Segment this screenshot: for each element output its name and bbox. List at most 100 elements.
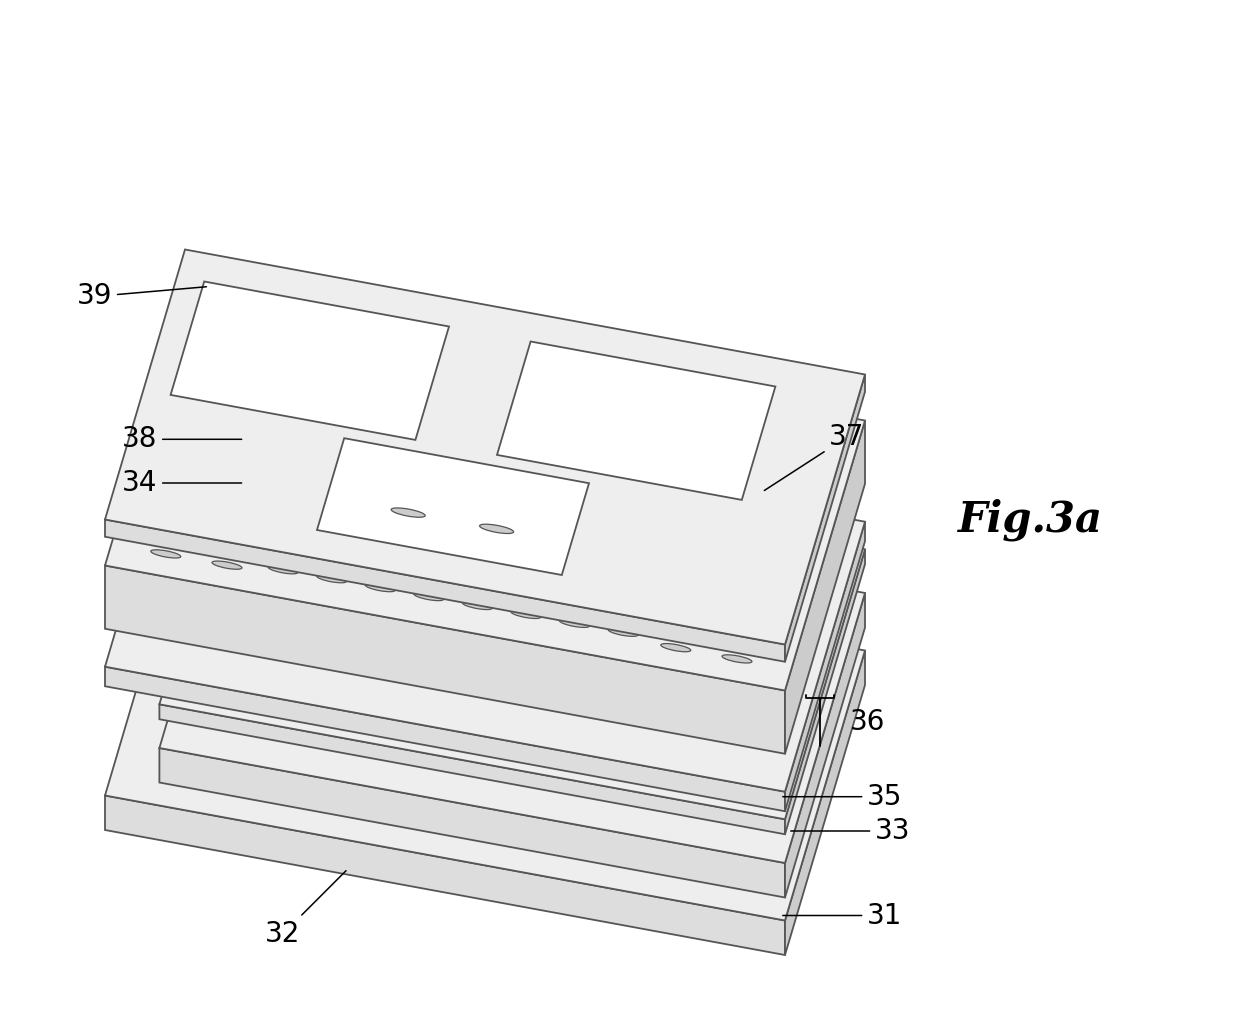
Ellipse shape xyxy=(490,774,525,783)
Ellipse shape xyxy=(321,393,347,401)
Ellipse shape xyxy=(212,561,242,570)
Ellipse shape xyxy=(449,646,482,655)
Ellipse shape xyxy=(776,474,806,482)
Ellipse shape xyxy=(526,385,557,393)
Ellipse shape xyxy=(246,448,275,456)
Polygon shape xyxy=(211,522,361,572)
Ellipse shape xyxy=(646,801,680,811)
Ellipse shape xyxy=(281,648,315,657)
Ellipse shape xyxy=(474,553,507,563)
Ellipse shape xyxy=(629,582,662,591)
Ellipse shape xyxy=(218,323,248,332)
Ellipse shape xyxy=(682,679,715,688)
Ellipse shape xyxy=(632,427,660,436)
Ellipse shape xyxy=(526,659,560,668)
Ellipse shape xyxy=(708,485,738,493)
Ellipse shape xyxy=(512,565,539,573)
Ellipse shape xyxy=(568,787,601,796)
Ellipse shape xyxy=(694,638,728,647)
Ellipse shape xyxy=(538,609,573,618)
Ellipse shape xyxy=(539,617,573,627)
Polygon shape xyxy=(331,409,652,580)
Ellipse shape xyxy=(554,843,588,852)
Ellipse shape xyxy=(198,391,228,400)
Ellipse shape xyxy=(269,689,303,698)
Ellipse shape xyxy=(480,400,507,407)
Ellipse shape xyxy=(771,652,806,661)
Polygon shape xyxy=(317,438,589,575)
Ellipse shape xyxy=(226,516,255,524)
Ellipse shape xyxy=(748,733,781,744)
Ellipse shape xyxy=(435,551,463,558)
Ellipse shape xyxy=(476,828,511,837)
Ellipse shape xyxy=(580,747,614,756)
Polygon shape xyxy=(497,342,775,500)
Ellipse shape xyxy=(413,759,446,768)
Polygon shape xyxy=(785,375,866,661)
Ellipse shape xyxy=(203,633,238,643)
Ellipse shape xyxy=(239,471,269,479)
Ellipse shape xyxy=(316,575,346,583)
Ellipse shape xyxy=(241,511,274,520)
Ellipse shape xyxy=(412,771,445,781)
Text: 36: 36 xyxy=(849,709,885,736)
Polygon shape xyxy=(105,525,866,921)
Ellipse shape xyxy=(480,524,513,534)
Ellipse shape xyxy=(557,414,584,421)
Ellipse shape xyxy=(317,525,352,535)
Polygon shape xyxy=(785,549,866,834)
Ellipse shape xyxy=(232,493,262,502)
Ellipse shape xyxy=(211,346,242,354)
Ellipse shape xyxy=(670,730,703,740)
Ellipse shape xyxy=(352,558,379,565)
Ellipse shape xyxy=(396,540,429,549)
Ellipse shape xyxy=(501,744,536,753)
Ellipse shape xyxy=(273,357,303,365)
Ellipse shape xyxy=(436,687,470,696)
Ellipse shape xyxy=(164,505,195,513)
Ellipse shape xyxy=(253,425,283,434)
Ellipse shape xyxy=(672,412,702,420)
Ellipse shape xyxy=(694,646,728,655)
Ellipse shape xyxy=(293,617,327,626)
Ellipse shape xyxy=(604,674,639,683)
Ellipse shape xyxy=(789,428,820,436)
Ellipse shape xyxy=(784,611,818,620)
Ellipse shape xyxy=(527,650,560,659)
Ellipse shape xyxy=(151,550,181,558)
Ellipse shape xyxy=(381,358,410,367)
Ellipse shape xyxy=(722,655,751,663)
Ellipse shape xyxy=(166,770,200,781)
Ellipse shape xyxy=(283,523,310,530)
Ellipse shape xyxy=(746,745,781,754)
Polygon shape xyxy=(105,249,866,645)
Ellipse shape xyxy=(735,775,769,784)
Ellipse shape xyxy=(347,703,381,713)
Text: 32: 32 xyxy=(265,870,346,948)
Ellipse shape xyxy=(682,688,715,697)
Ellipse shape xyxy=(371,621,405,630)
Ellipse shape xyxy=(502,732,536,742)
Ellipse shape xyxy=(179,729,212,739)
Text: 37: 37 xyxy=(764,423,864,490)
Ellipse shape xyxy=(608,628,637,637)
Ellipse shape xyxy=(645,815,678,824)
Ellipse shape xyxy=(632,857,666,866)
Ellipse shape xyxy=(760,693,794,702)
Ellipse shape xyxy=(604,664,639,674)
Ellipse shape xyxy=(383,589,418,598)
Ellipse shape xyxy=(681,576,711,584)
Ellipse shape xyxy=(670,720,704,729)
Ellipse shape xyxy=(735,610,765,618)
Ellipse shape xyxy=(177,459,207,468)
Ellipse shape xyxy=(268,701,303,711)
Ellipse shape xyxy=(205,369,234,377)
Ellipse shape xyxy=(624,403,653,411)
Ellipse shape xyxy=(358,674,393,683)
Polygon shape xyxy=(160,435,866,819)
Polygon shape xyxy=(105,397,866,792)
Ellipse shape xyxy=(191,675,226,684)
Polygon shape xyxy=(105,519,785,661)
Ellipse shape xyxy=(346,715,379,724)
Ellipse shape xyxy=(511,611,541,618)
